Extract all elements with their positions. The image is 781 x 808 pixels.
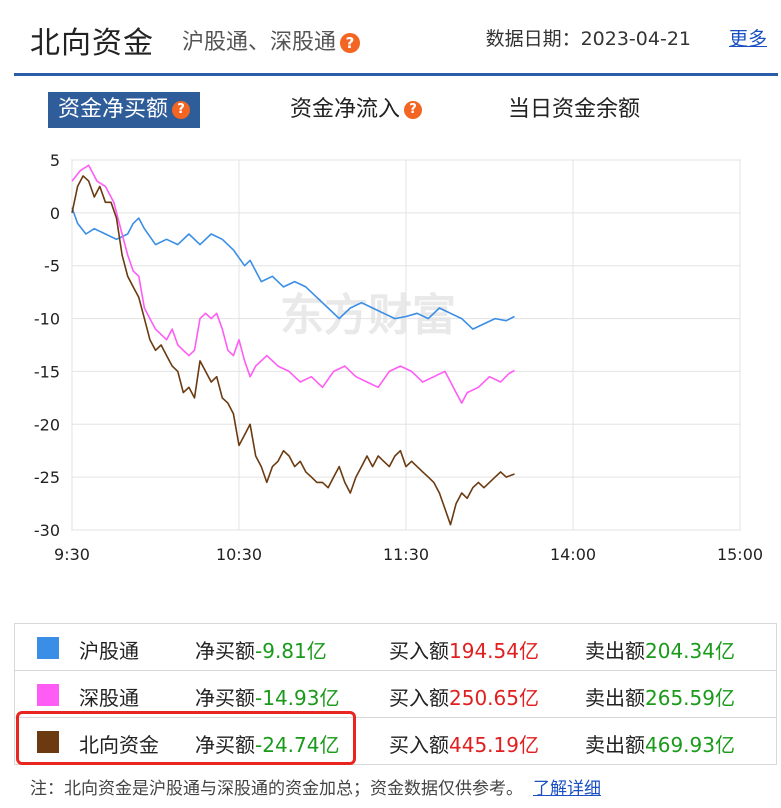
buy-amount: 买入额250.65亿 xyxy=(389,682,539,711)
buy-value: 194.54亿 xyxy=(449,639,539,663)
net-buy-value: -14.93亿 xyxy=(255,686,340,710)
header: 北向资金 沪股通、深股通? 数据日期：2023-04-21 更多 xyxy=(0,0,781,76)
buy-value: 250.65亿 xyxy=(449,686,539,710)
net-buy: 净买额-14.93亿 xyxy=(195,682,339,711)
sell-value: 265.59亿 xyxy=(645,686,735,710)
legend-table: 沪股通 净买额-9.81亿 买入额194.54亿 卖出额204.34亿 深股通 … xyxy=(14,623,777,765)
x-tick-label: 14:00 xyxy=(550,545,596,564)
buy-label: 买入额 xyxy=(389,686,449,710)
legend-swatch xyxy=(37,731,59,753)
buy-amount: 买入额445.19亿 xyxy=(389,729,539,758)
sell-value: 469.93亿 xyxy=(645,733,735,757)
buy-value: 445.19亿 xyxy=(449,733,539,757)
series-line xyxy=(71,207,515,330)
subtitle-text: 沪股通、深股通 xyxy=(182,30,337,55)
watermark: 东方财富 xyxy=(280,290,456,341)
x-tick-label: 10:30 xyxy=(216,545,262,564)
y-tick-label: -15 xyxy=(34,362,60,381)
y-tick-label: -25 xyxy=(34,468,60,487)
learn-more-link[interactable]: 了解详细 xyxy=(533,779,601,799)
net-buy: 净买额-24.74亿 xyxy=(195,729,339,758)
help-icon[interactable]: ? xyxy=(404,101,423,119)
sell-label: 卖出额 xyxy=(585,639,645,663)
chart-grid xyxy=(71,159,741,531)
sell-amount: 卖出额204.34亿 xyxy=(585,635,735,664)
buy-label: 买入额 xyxy=(389,733,449,757)
legend-swatch xyxy=(37,637,59,659)
header-divider xyxy=(14,73,778,76)
buy-amount: 买入额194.54亿 xyxy=(389,635,539,664)
legend-row-north: 北向资金 净买额-24.74亿 买入额445.19亿 卖出额469.93亿 xyxy=(15,718,776,765)
sell-value: 204.34亿 xyxy=(645,639,735,663)
legend-name: 北向资金 xyxy=(79,733,159,757)
series-line xyxy=(71,164,515,404)
y-tick-label: 0 xyxy=(50,204,60,223)
y-tick-label: -20 xyxy=(34,415,60,434)
x-tick-label: 15:00 xyxy=(717,545,763,564)
flow-line-chart: 东方财富 5 0 -5 -10 -15 -20 -25 -30 9:30 10:30 11:30 1… xyxy=(34,151,763,564)
y-tick-label: -10 xyxy=(34,310,60,329)
y-axis-ticks: 5 0 -5 -10 -15 -20 -25 -30 xyxy=(34,151,60,540)
y-tick-label: -30 xyxy=(34,521,60,540)
help-icon[interactable]: ? xyxy=(340,33,361,53)
net-buy-value: -24.74亿 xyxy=(255,733,340,757)
help-icon[interactable]: ? xyxy=(172,101,191,119)
net-buy-label: 净买额 xyxy=(195,686,255,710)
y-tick-label: 5 xyxy=(50,151,60,170)
legend-swatch xyxy=(37,684,59,706)
sell-label: 卖出额 xyxy=(585,733,645,757)
tab-label: 当日资金余额 xyxy=(508,97,641,122)
tab-net-buy[interactable]: 资金净买额? xyxy=(48,92,201,128)
more-link[interactable]: 更多 xyxy=(728,28,767,50)
x-tick-label: 11:30 xyxy=(383,545,429,564)
sell-label: 卖出额 xyxy=(585,686,645,710)
tab-daily-balance[interactable]: 当日资金余额 xyxy=(508,92,640,128)
highlight-box xyxy=(16,711,356,765)
chart-tabs: 资金净买额? 资金净流入? 当日资金余额 xyxy=(48,92,748,128)
legend-name: 沪股通 xyxy=(79,639,139,663)
net-buy-label: 净买额 xyxy=(195,733,255,757)
legend-row-sz: 深股通 净买额-14.93亿 买入额250.65亿 卖出额265.59亿 xyxy=(15,671,776,718)
x-tick-label: 9:30 xyxy=(54,545,90,564)
data-date: 数据日期：2023-04-21 xyxy=(485,28,691,50)
x-axis-ticks: 9:30 10:30 11:30 14:00 15:00 xyxy=(54,545,763,564)
page-title: 北向资金 xyxy=(30,26,154,61)
sell-amount: 卖出额265.59亿 xyxy=(585,682,735,711)
net-buy-value: -9.81亿 xyxy=(255,639,327,663)
footnote-text: 注：北向资金是沪股通与深股通的资金加总；资金数据仅供参考。 xyxy=(30,779,523,799)
net-buy: 净买额-9.81亿 xyxy=(195,635,327,664)
legend-name: 深股通 xyxy=(79,686,139,710)
series-line xyxy=(71,175,515,526)
sell-amount: 卖出额469.93亿 xyxy=(585,729,735,758)
tab-label: 资金净流入 xyxy=(290,97,401,122)
page-subtitle: 沪股通、深股通? xyxy=(182,24,361,56)
tab-net-inflow[interactable]: 资金净流入? xyxy=(290,92,423,128)
legend-row-sh: 沪股通 净买额-9.81亿 买入额194.54亿 卖出额204.34亿 xyxy=(15,624,776,671)
chart-series xyxy=(71,164,515,526)
buy-label: 买入额 xyxy=(389,639,449,663)
y-tick-label: -5 xyxy=(44,257,60,276)
tab-label: 资金净买额 xyxy=(58,97,169,122)
footnote: 注：北向资金是沪股通与深股通的资金加总；资金数据仅供参考。 了解详细 xyxy=(30,774,601,799)
net-buy-label: 净买额 xyxy=(195,639,255,663)
